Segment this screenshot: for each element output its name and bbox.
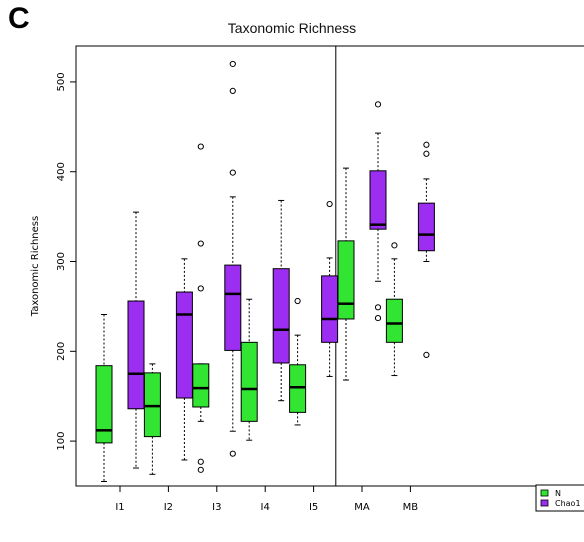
box-series-group [95,60,435,483]
outlier-point [197,285,204,292]
box-iqr [224,264,242,351]
box-chao1-mb [417,141,435,358]
outlier-point [294,297,301,305]
y-axis-label: Taxonomic Richness [30,216,41,317]
outlier-point [197,240,204,247]
box-chao1-i1 [127,211,145,469]
box-iqr [321,275,339,343]
box-iqr [240,341,258,422]
box-iqr [143,372,161,438]
x-tick-label: MB [403,502,419,513]
outlier-point [229,60,236,68]
y-tick-label: 100 [56,432,67,451]
box-chao1-i5 [321,200,339,377]
legend-swatch-chao1 [540,499,549,507]
panel-letter: C [8,2,30,35]
x-tick-label: I4 [261,502,270,513]
box-iqr [192,363,210,408]
box-iqr [95,365,113,444]
legend-label-n: N [555,489,561,498]
box-iqr [337,240,355,320]
outlier-point [326,200,333,208]
box-n-i2 [143,363,161,475]
outlier-point [423,351,430,358]
box-n-mb [385,242,403,377]
chart-title: Taxonomic Richness [227,20,357,36]
box-iqr [272,268,290,364]
box-iqr [385,298,403,343]
y-tick-label: 400 [56,162,67,181]
outlier-point [197,143,204,150]
legend-box [535,484,584,512]
y-axis: 100 200 300 400 500 [56,72,76,451]
legend-swatch-n [540,489,549,497]
outlier-point [197,458,204,465]
x-tick-label: MA [354,502,370,513]
box-n-i3 [192,143,210,473]
box-iqr [369,170,387,230]
outlier-point [374,304,382,311]
box-iqr [175,291,193,399]
y-tick-label: 200 [56,342,67,361]
legend-label-chao1: Chao1 [555,499,581,508]
box-iqr [289,364,307,413]
box-chao1-i2 [175,258,193,461]
outlier-point [229,450,236,457]
y-tick-label: 500 [56,72,67,91]
x-axis: I1 I2 I3 I4 I5 MA MB [115,486,418,513]
outlier-point [423,141,430,148]
outlier-point [423,150,430,157]
box-chao1-i4 [272,199,290,402]
box-chao1-ma [369,101,387,322]
box-chao1-i3 [224,60,242,457]
outlier-point [391,242,398,249]
x-tick-label: I2 [164,502,173,513]
y-tick-label: 300 [56,252,67,271]
x-tick-label: I1 [115,502,124,513]
outlier-point [229,169,236,176]
outlier-point [229,87,236,94]
box-n-i4 [240,298,258,441]
box-iqr [417,202,435,252]
x-tick-label: I5 [309,502,318,513]
box-n-ma [337,167,355,381]
box-n-i1 [95,313,113,483]
outlier-point [374,314,382,322]
box-n-i5 [289,297,307,426]
box-iqr [127,300,145,410]
outlier-point [197,466,204,473]
x-tick-label: I3 [212,502,221,513]
outlier-point [374,101,382,108]
